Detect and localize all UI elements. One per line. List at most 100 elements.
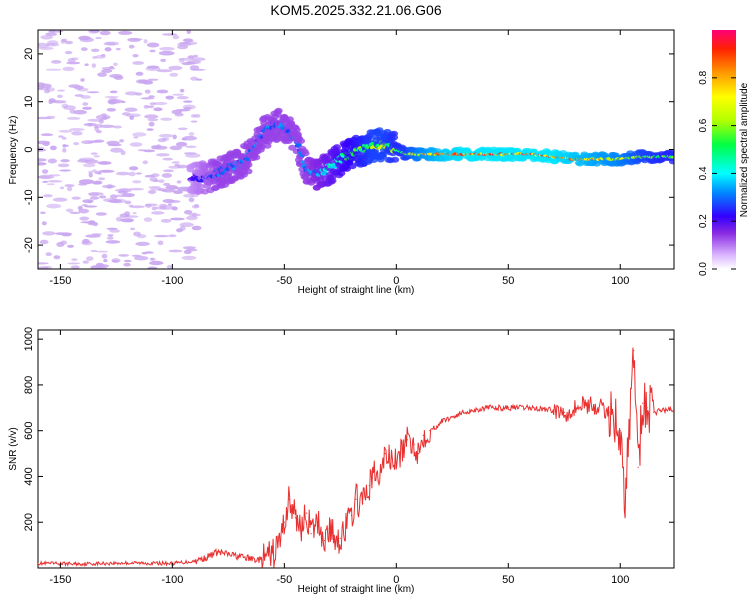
noise-speck <box>109 194 118 199</box>
noise-speck <box>77 205 83 211</box>
colorbar-ticks: 0.0 0.2 0.4 0.6 0.8 <box>698 70 736 276</box>
x-tick-label: -150 <box>49 574 71 586</box>
noise-speck <box>159 47 175 51</box>
noise-speck <box>163 182 171 186</box>
noise-speck <box>92 222 99 227</box>
noise-speck <box>58 135 64 138</box>
noise-speck <box>48 98 56 103</box>
noise-speck <box>53 255 61 260</box>
snr-point <box>355 498 357 500</box>
noise-speck <box>101 69 113 73</box>
noise-speck <box>157 188 168 192</box>
noise-speck <box>59 169 72 172</box>
noise-speck <box>176 96 189 100</box>
noise-speck <box>144 203 158 207</box>
noise-speck <box>183 41 198 45</box>
snr-point <box>485 407 487 409</box>
noise-speck <box>123 259 132 263</box>
noise-speck <box>63 105 76 111</box>
x-tick-label: -150 <box>49 275 71 287</box>
trace-halo <box>530 148 538 154</box>
snr-plot: -150 -100 -50 0 50 100 200 400 600 800 1000 Height… <box>8 327 675 595</box>
noise-speck <box>128 166 139 171</box>
x-tick-label: 100 <box>611 275 629 287</box>
noise-speck <box>45 68 62 71</box>
noise-speck <box>151 145 160 150</box>
noise-speck <box>124 107 138 112</box>
noise-speck <box>169 72 179 77</box>
noise-speck <box>45 32 58 37</box>
noise-speck <box>99 195 107 199</box>
noise-speck <box>38 262 49 265</box>
noise-speck <box>166 264 173 269</box>
snr-point <box>637 466 639 468</box>
snr-point <box>250 558 252 560</box>
noise-speck <box>123 262 131 267</box>
trace-halo <box>670 151 674 157</box>
noise-speck <box>150 257 156 261</box>
noise-speck <box>182 246 196 250</box>
noise-speck <box>95 262 104 268</box>
noise-speck <box>38 174 55 180</box>
x-tick-label: -50 <box>276 574 292 586</box>
x-tick-label: -100 <box>161 574 183 586</box>
noise-speck <box>52 197 68 202</box>
chart-title: KOM5.2025.332.21.06.G06 <box>270 2 441 18</box>
noise-speck <box>133 136 139 139</box>
y-tick-label: 800 <box>23 376 35 394</box>
snr-point <box>642 402 644 404</box>
noise-speck <box>81 240 93 246</box>
snr-point <box>238 556 241 558</box>
noise-speck <box>109 90 118 94</box>
noise-speck <box>118 30 133 35</box>
noise-speck <box>64 184 75 188</box>
trace-halo <box>252 154 261 161</box>
noise-speck <box>38 140 51 145</box>
colorbar-tick-label: 0.2 <box>698 214 709 228</box>
noise-speck <box>71 57 79 61</box>
snr-point <box>633 350 635 352</box>
snr-noisy-line <box>38 347 674 568</box>
noise-speck <box>191 225 202 231</box>
snr-point <box>288 498 290 500</box>
noise-speck <box>60 159 70 163</box>
noise-speck <box>103 259 108 263</box>
noise-speck <box>165 95 174 100</box>
noise-speck <box>111 260 119 263</box>
snr-axes: -150 -100 -50 0 50 100 200 400 600 800 1000 <box>23 327 674 586</box>
noise-speck <box>102 184 116 189</box>
snr-point <box>339 537 341 539</box>
trace-core <box>671 155 674 159</box>
noise-speck <box>101 113 107 117</box>
noise-speck <box>133 231 141 237</box>
snr-point <box>440 420 442 423</box>
noise-speck <box>49 145 57 151</box>
noise-speck <box>42 231 56 236</box>
noise-speck <box>152 179 160 182</box>
snr-point <box>646 407 648 409</box>
trace-core <box>295 143 302 147</box>
x-tick-label: 100 <box>611 574 629 586</box>
noise-speck <box>70 265 80 269</box>
noise-speck <box>62 144 69 147</box>
noise-speck <box>84 63 89 66</box>
noise-speck <box>172 134 177 140</box>
snr-point <box>413 443 415 445</box>
x-tick-label: 0 <box>393 574 399 586</box>
noise-speck <box>167 203 173 206</box>
noise-speck <box>186 215 198 221</box>
noise-speck <box>179 225 186 231</box>
trace-halo <box>328 173 337 180</box>
noise-speck <box>86 256 94 261</box>
snr-point <box>283 521 285 523</box>
snr-point <box>597 407 599 409</box>
noise-speck <box>69 128 85 131</box>
noise-speck <box>128 171 136 177</box>
noise-speck <box>59 186 65 190</box>
noise-speck <box>40 211 46 215</box>
noise-speck <box>38 116 51 120</box>
noise-speck <box>82 102 89 106</box>
noise-speck <box>128 44 135 49</box>
noise-speck <box>78 35 91 41</box>
snr-point <box>346 523 348 526</box>
